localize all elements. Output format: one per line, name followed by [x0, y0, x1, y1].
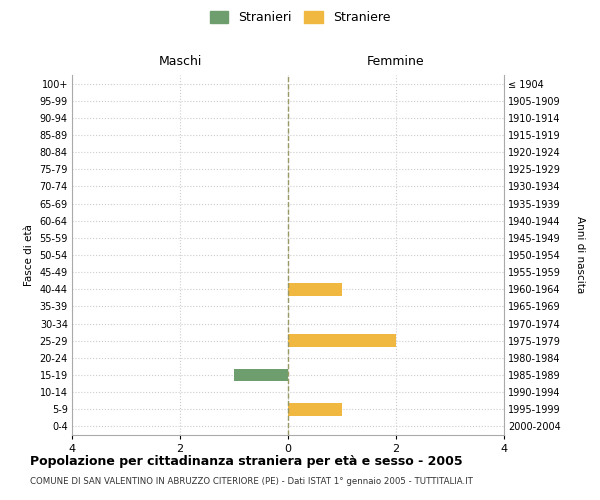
Bar [288, 334, 396, 347]
Bar [288, 403, 342, 415]
Text: Popolazione per cittadinanza straniera per età e sesso - 2005: Popolazione per cittadinanza straniera p… [30, 455, 463, 468]
Bar [288, 283, 342, 296]
Text: Femmine: Femmine [367, 55, 425, 68]
Text: Maschi: Maschi [158, 55, 202, 68]
Bar [234, 368, 288, 382]
Y-axis label: Anni di nascita: Anni di nascita [575, 216, 585, 294]
Y-axis label: Fasce di età: Fasce di età [24, 224, 34, 286]
Legend: Stranieri, Straniere: Stranieri, Straniere [205, 6, 395, 29]
Text: COMUNE DI SAN VALENTINO IN ABRUZZO CITERIORE (PE) - Dati ISTAT 1° gennaio 2005 -: COMUNE DI SAN VALENTINO IN ABRUZZO CITER… [30, 478, 473, 486]
